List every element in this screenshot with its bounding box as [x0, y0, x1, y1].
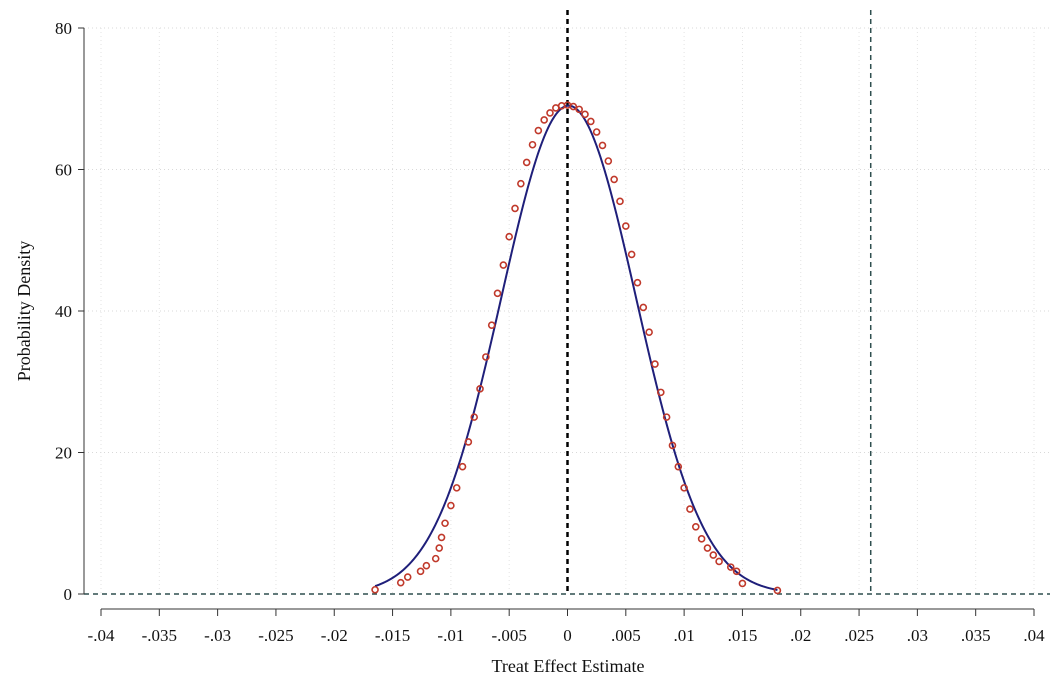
data-point-0-40	[627, 250, 636, 259]
y-tick-label-3: 60	[55, 161, 72, 180]
data-point-0-3	[416, 567, 425, 576]
data-point-0-20	[511, 204, 519, 213]
data-point-0-1	[396, 578, 405, 587]
data-point-0-37	[610, 175, 618, 184]
x-tick-label-13: .025	[844, 626, 874, 645]
data-point-0-52	[697, 535, 706, 543]
grid-lines	[84, 27, 1050, 594]
tick-labels: 0 20 40 60 80 -.04 -.035 -.03 -.025 -.02 -.015 -.01…	[55, 19, 1045, 645]
data-point-0-47	[668, 441, 677, 450]
data-point-0-46	[662, 413, 671, 421]
data-point-0-8	[441, 519, 449, 528]
x-tick-label-3: -.025	[258, 626, 293, 645]
data-point-0-22	[522, 158, 531, 167]
x-tick-label-12: .02	[790, 626, 811, 645]
x-tick-label-6: -.01	[437, 626, 464, 645]
data-point-0-41	[633, 278, 642, 287]
y-axis-title: Probability Density	[14, 241, 34, 382]
data-point-0-49	[680, 484, 688, 492]
data-point-0-7	[437, 533, 446, 542]
data-point-0-9	[447, 501, 455, 510]
data-point-0-25	[540, 116, 548, 124]
data-point-0-53	[703, 544, 712, 552]
data-point-0-18	[499, 261, 508, 269]
y-tick-label-0: 0	[64, 585, 73, 604]
x-tick-label-15: .035	[961, 626, 991, 645]
data-point-0-56	[726, 563, 735, 571]
data-point-0-39	[622, 222, 630, 230]
data-point-0-24	[534, 126, 543, 135]
reference-lines	[84, 10, 1050, 595]
data-point-0-16	[487, 321, 496, 329]
tick-marks	[78, 27, 1035, 616]
data-point-0-12	[464, 438, 473, 446]
x-tick-label-1: -.035	[142, 626, 177, 645]
x-axis-title: Treat Effect Estimate	[492, 656, 645, 676]
data-point-0-45	[656, 388, 665, 397]
data-point-0-6	[435, 544, 444, 552]
x-tick-label-10: .01	[674, 626, 695, 645]
data-point-0-44	[651, 360, 659, 368]
data-point-0-50	[686, 505, 694, 513]
data-point-0-26	[546, 109, 554, 117]
data-point-0-35	[598, 141, 607, 150]
x-tick-label-11: .015	[728, 626, 758, 645]
data-point-0-59	[773, 586, 782, 595]
x-tick-label-0: -.04	[88, 626, 115, 645]
x-tick-label-9: .005	[611, 626, 641, 645]
x-tick-label-16: .04	[1023, 626, 1045, 645]
data-point-0-43	[645, 328, 653, 337]
data-point-0-57	[732, 567, 741, 576]
data-point-0-2	[403, 573, 412, 581]
data-point-0-4	[422, 561, 431, 570]
data-point-0-21	[517, 179, 525, 188]
data-point-0-14	[476, 385, 484, 393]
y-tick-label-1: 20	[55, 444, 72, 463]
data-point-0-15	[482, 353, 490, 361]
data-point-0-5	[431, 554, 440, 563]
data-point-0-13	[470, 413, 479, 421]
data-point-0-32	[581, 110, 589, 119]
y-tick-label-4: 80	[55, 19, 72, 38]
data-point-0-17	[493, 289, 502, 298]
scatter-points	[371, 101, 782, 595]
data-point-0-48	[674, 462, 683, 471]
data-point-0-54	[709, 551, 718, 559]
x-tick-label-7: -.005	[491, 626, 526, 645]
data-point-0-23	[528, 140, 537, 149]
data-point-0-42	[639, 303, 648, 312]
x-tick-label-2: -.03	[204, 626, 231, 645]
fitted-normal-curve	[374, 104, 778, 591]
data-point-0-19	[505, 232, 513, 241]
data-point-0-10	[452, 484, 461, 492]
data-point-0-11	[458, 462, 467, 471]
data-point-0-34	[592, 128, 601, 136]
data-point-0-38	[616, 197, 624, 206]
data-point-0-58	[738, 579, 747, 588]
x-tick-label-8: 0	[563, 626, 572, 645]
data-point-0-55	[715, 557, 723, 566]
y-tick-label-2: 40	[55, 302, 72, 321]
x-tick-label-4: -.02	[321, 626, 348, 645]
data-point-0-51	[691, 522, 700, 531]
data-point-0-0	[371, 585, 379, 594]
axes	[83, 28, 1034, 610]
data-point-0-36	[604, 157, 613, 165]
data-point-0-31	[575, 105, 583, 114]
x-tick-label-14: .03	[907, 626, 928, 645]
data-point-0-30	[569, 102, 578, 111]
x-tick-label-5: -.015	[375, 626, 410, 645]
data-point-0-33	[587, 117, 595, 126]
